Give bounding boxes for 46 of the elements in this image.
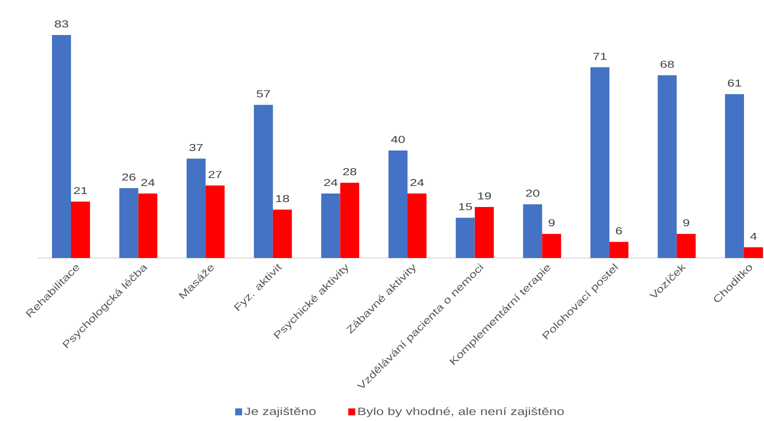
data-label: 19 xyxy=(478,192,491,200)
bar xyxy=(542,234,562,258)
bar xyxy=(474,206,494,258)
bar xyxy=(609,242,628,258)
data-label: 21 xyxy=(74,187,88,194)
data-label: 20 xyxy=(526,190,540,197)
data-label: 28 xyxy=(343,168,356,176)
bar xyxy=(71,202,90,258)
bar xyxy=(744,247,764,258)
bar xyxy=(272,210,292,258)
bar xyxy=(119,188,138,258)
data-label: 27 xyxy=(208,170,222,178)
data-label: 83 xyxy=(54,20,68,28)
data-label: 24 xyxy=(410,179,424,186)
data-label: 9 xyxy=(683,219,690,226)
bar xyxy=(590,67,610,258)
bar xyxy=(254,104,273,258)
legend-label: Bylo by vhodné, ale není zajištěno xyxy=(358,407,564,418)
data-label: 15 xyxy=(459,203,472,210)
data-label: 18 xyxy=(276,195,290,202)
data-label: 9 xyxy=(548,219,555,226)
data-label: 71 xyxy=(593,52,606,60)
data-label: 37 xyxy=(189,144,203,152)
data-label: 24 xyxy=(324,179,338,186)
data-label: 6 xyxy=(616,227,622,234)
data-label: 24 xyxy=(141,179,155,186)
bar xyxy=(408,194,427,258)
bar xyxy=(676,234,696,258)
data-label: 68 xyxy=(660,60,674,68)
data-label: 26 xyxy=(122,174,136,181)
bar xyxy=(725,94,744,258)
bar xyxy=(138,194,158,258)
bar xyxy=(658,75,677,258)
data-label: 57 xyxy=(256,90,270,98)
legend-label: Je zajištěno xyxy=(244,407,316,418)
data-label: 4 xyxy=(750,232,757,240)
data-label: 40 xyxy=(391,136,405,144)
data-label: 61 xyxy=(728,80,742,87)
bar xyxy=(340,182,360,258)
bar xyxy=(388,150,408,258)
bar xyxy=(321,194,340,258)
bar xyxy=(52,35,71,258)
bar xyxy=(456,218,475,258)
bar xyxy=(186,158,206,258)
bar xyxy=(206,185,225,258)
bar xyxy=(523,204,542,258)
